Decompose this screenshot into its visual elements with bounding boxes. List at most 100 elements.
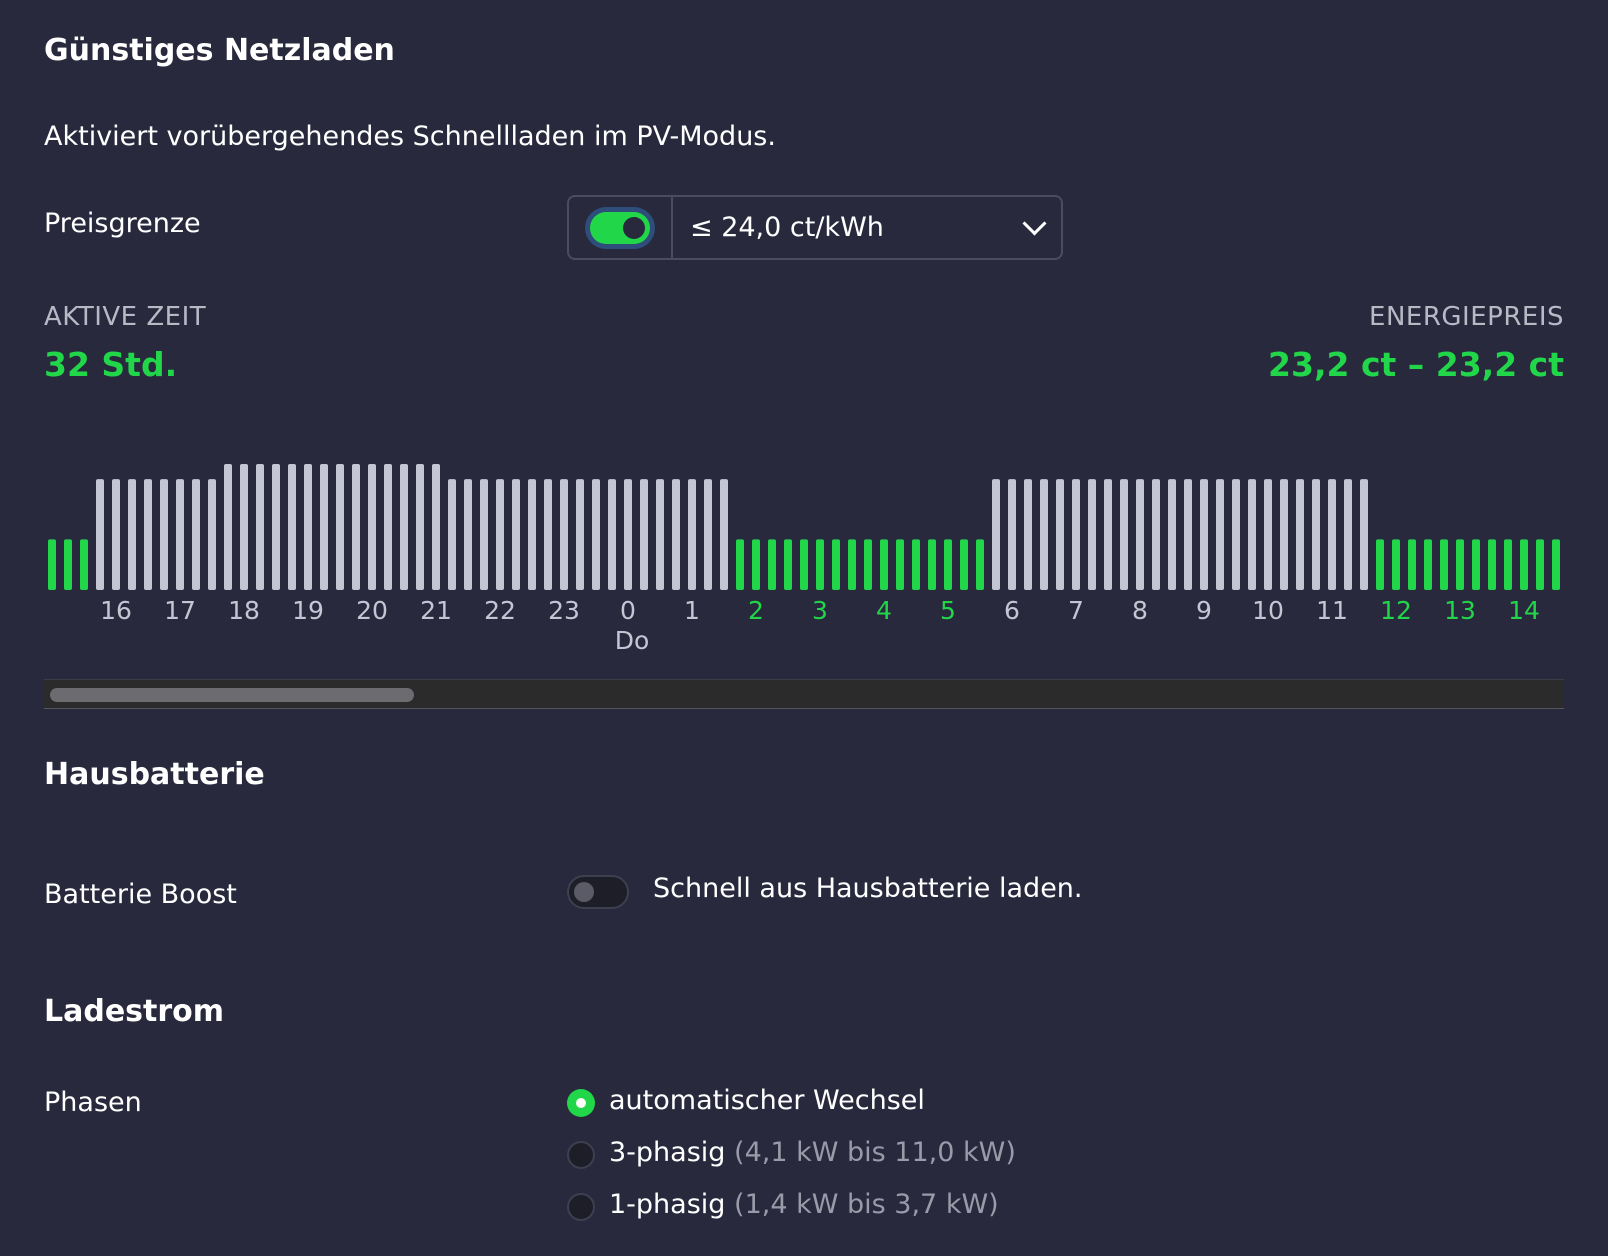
price-bar[interactable] <box>240 464 248 590</box>
price-bar[interactable] <box>848 539 856 590</box>
price-bar[interactable] <box>784 539 792 590</box>
price-bar[interactable] <box>1376 539 1384 590</box>
price-bar[interactable] <box>464 479 472 590</box>
price-bar[interactable] <box>992 479 1000 590</box>
price-bar[interactable] <box>1040 479 1048 590</box>
price-bar[interactable] <box>96 479 104 590</box>
price-bar[interactable] <box>1392 539 1400 590</box>
price-bar[interactable] <box>672 479 680 590</box>
price-bar[interactable] <box>112 479 120 590</box>
price-bar[interactable] <box>128 479 136 590</box>
price-bar[interactable] <box>1056 479 1064 590</box>
price-bar[interactable] <box>832 539 840 590</box>
price-bar[interactable] <box>864 539 872 590</box>
price-bar[interactable] <box>560 479 568 590</box>
price-bar[interactable] <box>896 539 904 590</box>
price-bar[interactable] <box>1008 479 1016 590</box>
price-bar[interactable] <box>80 539 88 590</box>
price-bar[interactable] <box>720 479 728 590</box>
price-bar[interactable] <box>1344 479 1352 590</box>
price-bar[interactable] <box>1200 479 1208 590</box>
chart-scrollbar[interactable] <box>44 679 1564 709</box>
price-limit-select[interactable]: ≤ 24,0 ct/kWh <box>673 197 1061 258</box>
price-bar[interactable] <box>1360 479 1368 590</box>
price-bar[interactable] <box>1248 479 1256 590</box>
price-bar[interactable] <box>1072 479 1080 590</box>
battery-boost-toggle[interactable] <box>567 875 629 909</box>
price-limit-toggle[interactable] <box>590 212 650 244</box>
price-bar[interactable] <box>304 464 312 590</box>
price-bar[interactable] <box>1488 539 1496 590</box>
price-bar[interactable] <box>448 479 456 590</box>
price-bar[interactable] <box>416 464 424 590</box>
price-bar[interactable] <box>1280 479 1288 590</box>
price-bar[interactable] <box>48 539 56 590</box>
price-bar[interactable] <box>1472 539 1480 590</box>
price-bar[interactable] <box>624 479 632 590</box>
price-bar[interactable] <box>1552 539 1560 590</box>
price-bar[interactable] <box>592 479 600 590</box>
price-bar[interactable] <box>1536 539 1544 590</box>
price-bar[interactable] <box>752 539 760 590</box>
price-bar[interactable] <box>1456 539 1464 590</box>
price-bar[interactable] <box>976 539 984 590</box>
price-bar[interactable] <box>640 479 648 590</box>
price-bar[interactable] <box>480 479 488 590</box>
price-bar[interactable] <box>336 464 344 590</box>
price-bar[interactable] <box>224 464 232 590</box>
price-bar[interactable] <box>288 464 296 590</box>
price-bar[interactable] <box>544 479 552 590</box>
price-bar[interactable] <box>576 479 584 590</box>
price-bar[interactable] <box>1504 539 1512 590</box>
price-bar[interactable] <box>160 479 168 590</box>
price-bar[interactable] <box>704 479 712 590</box>
phase-option-1[interactable]: 1-phasig (1,4 kW bis 3,7 kW) <box>609 1189 999 1220</box>
price-chart[interactable]: 16171819202122230Do123456789101112131415 <box>44 400 1564 680</box>
price-bar[interactable] <box>1408 539 1416 590</box>
price-bar[interactable] <box>912 539 920 590</box>
price-bar[interactable] <box>528 479 536 590</box>
price-bar[interactable] <box>1104 479 1112 590</box>
price-bar[interactable] <box>400 464 408 590</box>
price-bar[interactable] <box>496 479 504 590</box>
price-bar[interactable] <box>208 479 216 590</box>
phase-option-1-radio[interactable] <box>567 1193 595 1221</box>
price-bar[interactable] <box>1088 479 1096 590</box>
price-bar[interactable] <box>608 479 616 590</box>
phase-option-auto-radio[interactable] <box>567 1089 595 1117</box>
price-bar[interactable] <box>432 464 440 590</box>
price-bar[interactable] <box>144 479 152 590</box>
price-bar[interactable] <box>1184 479 1192 590</box>
price-bar[interactable] <box>880 539 888 590</box>
phase-option-3[interactable]: 3-phasig (4,1 kW bis 11,0 kW) <box>609 1137 1016 1168</box>
price-bar[interactable] <box>688 479 696 590</box>
price-bar[interactable] <box>1328 479 1336 590</box>
price-bar[interactable] <box>1136 479 1144 590</box>
price-bar[interactable] <box>1024 479 1032 590</box>
price-bar[interactable] <box>1152 479 1160 590</box>
chart-scrollbar-thumb[interactable] <box>50 688 414 702</box>
price-bar[interactable] <box>1216 479 1224 590</box>
price-bar[interactable] <box>816 539 824 590</box>
price-bar[interactable] <box>768 539 776 590</box>
price-bar[interactable] <box>1168 479 1176 590</box>
phase-option-auto[interactable]: automatischer Wechsel <box>609 1085 925 1116</box>
price-bar[interactable] <box>1296 479 1304 590</box>
price-bar[interactable] <box>960 539 968 590</box>
price-bar[interactable] <box>1120 479 1128 590</box>
price-bar[interactable] <box>192 479 200 590</box>
price-bar[interactable] <box>368 464 376 590</box>
price-bar[interactable] <box>176 479 184 590</box>
price-bar[interactable] <box>272 464 280 590</box>
price-bar[interactable] <box>1264 479 1272 590</box>
price-bar[interactable] <box>352 464 360 590</box>
price-bar[interactable] <box>1312 479 1320 590</box>
price-bar[interactable] <box>928 539 936 590</box>
price-bar[interactable] <box>736 539 744 590</box>
price-bar[interactable] <box>800 539 808 590</box>
price-bar[interactable] <box>256 464 264 590</box>
price-bar[interactable] <box>320 464 328 590</box>
price-bar[interactable] <box>1424 539 1432 590</box>
phase-option-3-radio[interactable] <box>567 1141 595 1169</box>
price-bar[interactable] <box>1520 539 1528 590</box>
